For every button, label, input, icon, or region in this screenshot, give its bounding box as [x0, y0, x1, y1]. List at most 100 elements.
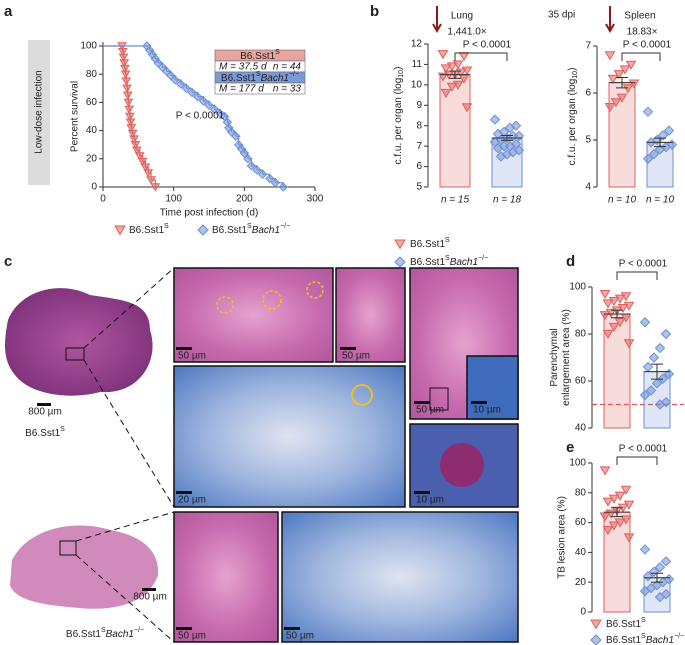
scale-bar	[284, 627, 300, 630]
n-label: n = 10	[646, 195, 675, 206]
x-tick-label: 0	[100, 194, 106, 205]
y-tick-label: 9	[416, 100, 422, 111]
granuloma-mark	[216, 296, 234, 314]
scale-bar-label: 50 µm	[342, 351, 370, 362]
triangle-marker	[124, 112, 135, 122]
scale-bar	[414, 401, 430, 404]
diamond-marker	[654, 562, 666, 573]
diamond-marker	[660, 556, 672, 567]
triangle-marker	[134, 152, 145, 161]
error-bar	[440, 70, 470, 79]
scale-bar	[176, 627, 192, 630]
triangle-marker	[613, 70, 625, 80]
triangle-marker	[608, 521, 620, 531]
y-axis-label: TB lesion area (%)	[557, 496, 568, 579]
triangle-marker	[122, 84, 132, 93]
superscript: −/−	[289, 71, 299, 78]
y-axis-label: c.f.u. per organ (log10)	[567, 68, 580, 166]
gene: Bach1	[106, 629, 134, 640]
infection-label: Low-dose infection	[34, 70, 45, 153]
scale-bar-label: 50 µm	[178, 351, 206, 362]
triangle-marker	[137, 157, 148, 167]
superscript: −/−	[134, 627, 144, 634]
scale-bar	[176, 347, 192, 350]
triangle-marker	[607, 74, 619, 84]
triangle-marker	[461, 103, 473, 113]
superscript: −/−	[478, 255, 488, 262]
triangle-marker	[143, 169, 154, 178]
x-tick-label: 100	[165, 194, 182, 205]
subscript: 10	[572, 71, 579, 79]
y-tick-label: 0	[91, 182, 97, 193]
micrograph-inset	[466, 355, 519, 420]
diamond-marker	[204, 100, 214, 110]
n-label: n = 10	[608, 195, 637, 206]
triangle-marker	[625, 60, 637, 70]
significance-bracket	[621, 52, 661, 61]
fold-arrow	[605, 6, 615, 34]
strain: B6.Sst1	[606, 635, 641, 645]
scale-bar-label: 50 µm	[178, 631, 206, 642]
diamond-marker	[278, 182, 288, 192]
diamond-marker	[645, 385, 657, 396]
diamond-marker	[198, 96, 209, 106]
y-tick-label: 11	[412, 59, 423, 70]
y-tick-label: 12	[411, 39, 423, 50]
median-label: M = 37.5 d	[219, 62, 267, 73]
n-label: n = 18	[493, 195, 522, 206]
y-tick-label: 60	[575, 376, 587, 387]
chart-title: Lung	[451, 11, 473, 22]
label-text: c.f.u. per organ (log	[567, 79, 578, 166]
diamond-marker	[197, 224, 209, 236]
triangle-marker	[114, 225, 126, 236]
gene: Bach1	[450, 257, 478, 268]
n-label: n = 33	[273, 84, 302, 95]
label-text: c.f.u. per organ (log	[393, 78, 404, 165]
bacilli-cluster	[440, 443, 484, 487]
y-tick-label: 80	[575, 487, 587, 498]
subscript: 10	[398, 70, 405, 78]
genotype-label: B6.Sst1SBach1−/−	[221, 71, 299, 83]
scale-bar-label: 20 µm	[178, 495, 206, 506]
triangle-marker	[146, 176, 156, 185]
significance-bracket	[616, 456, 658, 465]
n-label: n = 44	[273, 62, 302, 73]
y-axis-label: Percent survival	[70, 81, 81, 152]
scale-bar-label: 50 µm	[286, 631, 314, 642]
scale-bar-label: 10 µm	[416, 495, 444, 506]
y-tick-label: 4	[585, 182, 591, 193]
gene: Bach1	[252, 225, 280, 236]
diamond-marker	[654, 342, 666, 354]
triangle-marker	[120, 64, 130, 74]
diamond-marker	[246, 161, 257, 171]
y-tick-label: 100	[569, 458, 586, 469]
diamond-marker	[590, 634, 602, 645]
timepoint: 35 dpi	[548, 10, 575, 21]
y-axis-label-line: enlargement area (%)	[561, 309, 572, 406]
y-tick-label: 80	[86, 69, 98, 80]
diamond-marker	[187, 87, 197, 98]
diamond-marker	[181, 83, 192, 94]
triangle-marker	[119, 59, 130, 68]
micrograph	[173, 511, 279, 643]
superscript: S	[101, 627, 106, 634]
triangle-marker	[599, 311, 611, 321]
triangle-marker	[628, 79, 640, 89]
triangle-marker	[446, 82, 458, 92]
diamond-marker	[648, 352, 660, 363]
diamond-marker	[192, 92, 203, 102]
triangle-marker	[623, 533, 635, 543]
genotype-label: B6.Sst1S	[240, 49, 280, 61]
diamond-marker	[654, 591, 666, 603]
genotype-label: B6.Sst1S	[410, 237, 450, 249]
genotype-label: B6.Sst1SBach1−/−	[212, 223, 290, 235]
y-tick-label: 40	[575, 547, 587, 558]
strain: B6.Sst1	[221, 73, 256, 84]
error-bar	[644, 363, 670, 380]
diamond-marker	[252, 165, 262, 175]
strain: B6.Sst1	[410, 257, 445, 268]
strain: B6.Sst1	[240, 51, 275, 62]
fold-change: 18.83×	[627, 27, 658, 38]
triangle-marker	[124, 105, 135, 115]
